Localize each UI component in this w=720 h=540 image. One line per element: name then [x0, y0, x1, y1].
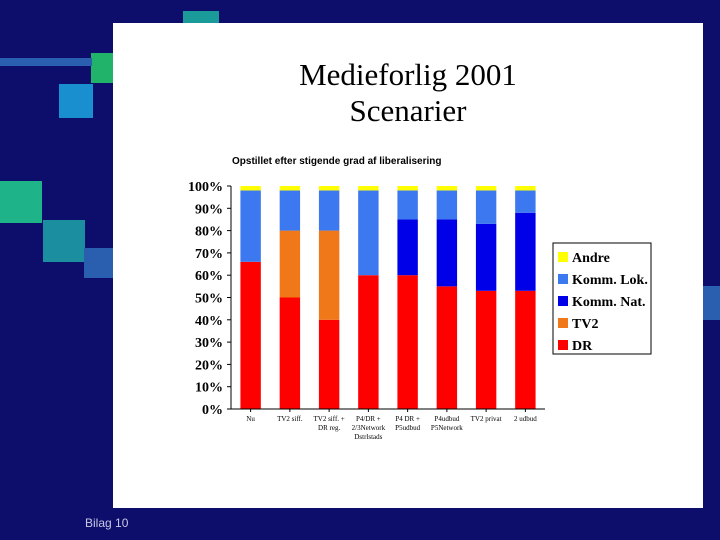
- x-tick-label: DR reg.: [318, 424, 340, 432]
- bar-segment-andre: [475, 186, 497, 191]
- x-tick-label: Nu: [246, 415, 255, 423]
- slide-panel: Medieforlig 2001 Scenarier Opstillet eft…: [113, 23, 703, 508]
- x-tick-label: P4/DR +: [356, 415, 381, 423]
- bar-segment-tv2: [318, 230, 340, 320]
- legend-swatch: [558, 252, 568, 262]
- bar-segment-andre: [279, 186, 301, 191]
- bar-segment-komm-lok: [358, 190, 379, 276]
- bar-segment-dr: [318, 319, 340, 409]
- x-tick-label: P4udbud: [434, 415, 459, 423]
- x-tick-label: 2 udbud: [514, 415, 537, 423]
- legend-swatch: [558, 318, 568, 328]
- legend-swatch: [558, 340, 568, 350]
- bar-segment-dr: [279, 297, 301, 409]
- bar-segment-dr: [436, 286, 458, 409]
- y-tick-label: 90%: [195, 202, 223, 217]
- title-line-2: Scenarier: [349, 93, 467, 128]
- footer-label: Bilag 10: [85, 516, 129, 530]
- bar-segment-andre: [397, 186, 418, 191]
- y-tick-label: 80%: [195, 225, 223, 240]
- legend-swatch: [558, 296, 568, 306]
- bar-segment-komm-nat: [515, 212, 536, 291]
- bar-segment-dr: [240, 261, 261, 409]
- decor-square: [59, 84, 93, 118]
- bar-segment-dr: [515, 290, 536, 409]
- x-tick-label: P4 DR +: [395, 415, 420, 423]
- y-tick-label: 70%: [195, 247, 223, 262]
- decor-square: [703, 286, 720, 320]
- bar-segment-komm-lok: [436, 190, 458, 220]
- bar-segment-komm-nat: [436, 219, 458, 287]
- bar-segment-andre: [436, 186, 458, 191]
- decor-square: [0, 58, 92, 66]
- bar-segment-dr: [475, 290, 497, 409]
- bar-segment-komm-nat: [397, 219, 418, 276]
- bar-segment-tv2: [279, 230, 301, 298]
- bar-segment-komm-lok: [397, 190, 418, 220]
- y-tick-label: 10%: [195, 381, 223, 396]
- bar-segment-komm-lok: [279, 190, 301, 231]
- decor-square: [0, 181, 42, 223]
- bar-segment-andre: [515, 186, 536, 191]
- bar-segment-komm-lok: [240, 190, 261, 262]
- legend-label: Komm. Lok.: [572, 273, 648, 288]
- y-tick-label: 40%: [195, 314, 223, 329]
- y-tick-label: 20%: [195, 358, 223, 373]
- x-tick-label: 2/3Network: [352, 424, 386, 432]
- bar-segment-komm-nat: [475, 223, 497, 291]
- x-tick-label: TV2 privat: [471, 415, 502, 423]
- x-tick-label: TV2 siff.: [277, 415, 303, 423]
- bar-segment-komm-lok: [515, 190, 536, 213]
- slide-title: Medieforlig 2001 Scenarier: [113, 57, 703, 129]
- decor-square: [43, 220, 85, 262]
- x-tick-label: P5Network: [431, 424, 463, 432]
- legend-label: Andre: [572, 251, 610, 266]
- decor-square: [84, 248, 114, 278]
- bar-segment-dr: [397, 275, 418, 409]
- x-tick-label: TV2 siff. +: [314, 415, 345, 423]
- chart-subtitle: Opstillet efter stigende grad af liberal…: [232, 156, 442, 167]
- y-tick-label: 60%: [195, 269, 223, 284]
- legend-label: DR: [572, 339, 593, 354]
- title-line-1: Medieforlig 2001: [299, 57, 517, 92]
- bar-segment-komm-lok: [475, 190, 497, 224]
- y-tick-label: 100%: [188, 180, 223, 195]
- legend-swatch: [558, 274, 568, 284]
- y-tick-label: 0%: [202, 403, 223, 418]
- legend-label: Komm. Nat.: [572, 295, 646, 310]
- x-tick-label: Dstrlstads: [354, 433, 382, 441]
- y-tick-label: 50%: [195, 292, 223, 307]
- bar-segment-komm-lok: [318, 190, 340, 231]
- bar-segment-andre: [240, 186, 261, 191]
- y-tick-label: 30%: [195, 336, 223, 351]
- bar-segment-dr: [358, 275, 379, 409]
- legend-label: TV2: [572, 317, 598, 332]
- legend-box: [552, 242, 652, 355]
- bar-segment-andre: [358, 186, 379, 191]
- stacked-bar-chart: 0% 10% 20% 30% 40% 50% 60% 70% 80% 90% 100% Nu TV2 s…: [188, 180, 652, 441]
- x-tick-label: P5udbud: [395, 424, 420, 432]
- bar-segment-andre: [318, 186, 340, 191]
